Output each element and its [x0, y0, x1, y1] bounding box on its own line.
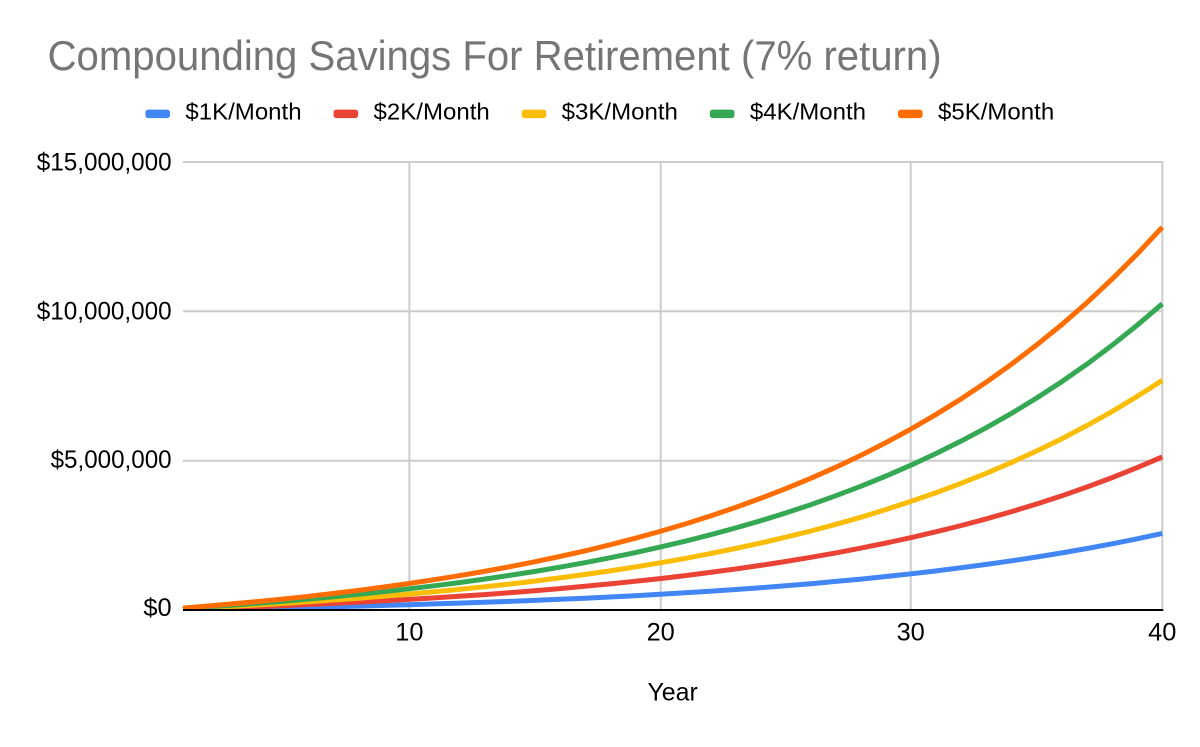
svg-text:$4K/Month: $4K/Month — [750, 99, 866, 125]
svg-text:$3K/Month: $3K/Month — [562, 99, 678, 125]
svg-text:Compounding Savings For Retire: Compounding Savings For Retirement (7% r… — [48, 32, 942, 79]
svg-text:$1K/Month: $1K/Month — [185, 99, 301, 125]
svg-text:$2K/Month: $2K/Month — [374, 99, 490, 125]
svg-text:10: 10 — [395, 619, 423, 647]
svg-text:20: 20 — [647, 619, 675, 647]
svg-text:$5K/Month: $5K/Month — [938, 99, 1054, 125]
svg-text:30: 30 — [897, 619, 925, 647]
svg-text:Year: Year — [647, 678, 698, 706]
svg-text:$15,000,000: $15,000,000 — [37, 148, 172, 176]
svg-text:40: 40 — [1148, 619, 1176, 647]
svg-text:$0: $0 — [143, 594, 171, 622]
svg-text:$10,000,000: $10,000,000 — [37, 298, 172, 326]
svg-text:$5,000,000: $5,000,000 — [51, 446, 172, 474]
